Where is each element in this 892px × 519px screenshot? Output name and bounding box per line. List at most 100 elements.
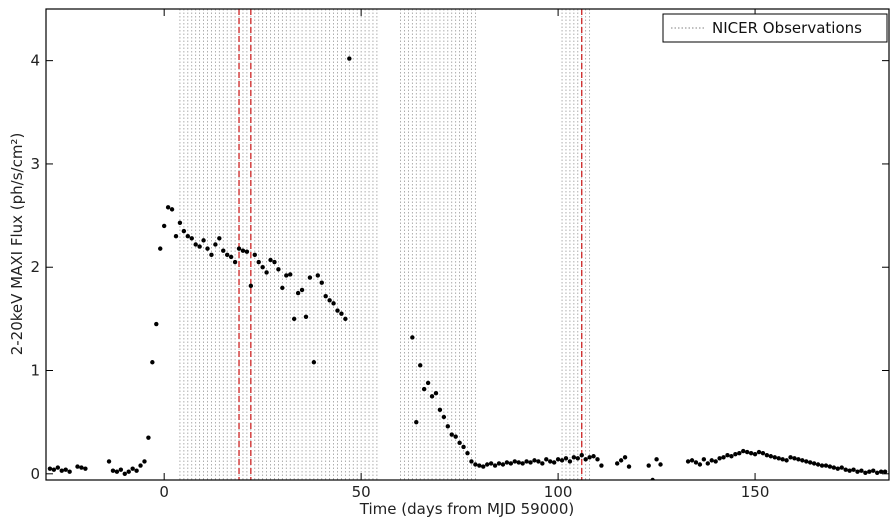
flux-point xyxy=(315,273,321,278)
flux-point xyxy=(445,424,451,429)
flux-point xyxy=(225,252,230,258)
flux-point xyxy=(819,463,825,468)
flux-point xyxy=(563,456,569,461)
legend-nicer-label: NICER Observations xyxy=(712,19,862,37)
flux-point xyxy=(449,432,454,437)
flux-point xyxy=(796,457,801,462)
flux-point xyxy=(209,252,214,258)
flux-point xyxy=(67,469,72,474)
flux-point xyxy=(311,360,317,365)
flux-points xyxy=(47,56,888,480)
flux-point xyxy=(343,316,348,322)
x-tick-label: 100 xyxy=(544,483,573,501)
flux-point xyxy=(851,467,856,472)
flux-point xyxy=(618,458,624,463)
flux-point xyxy=(551,460,557,465)
flux-point xyxy=(827,464,833,469)
flux-point xyxy=(741,448,746,454)
flux-point xyxy=(823,463,829,468)
flux-point xyxy=(804,459,809,464)
flux-point xyxy=(59,468,64,473)
flux-point xyxy=(555,457,561,462)
flux-point xyxy=(524,459,529,464)
flux-point xyxy=(685,459,691,464)
flux-point xyxy=(839,465,844,470)
flux-point xyxy=(158,246,163,251)
flux-point xyxy=(697,462,703,467)
flux-point xyxy=(764,453,770,458)
flux-point xyxy=(469,459,474,464)
flux-point xyxy=(418,363,423,368)
flux-point xyxy=(559,458,565,463)
flux-point xyxy=(205,246,210,251)
flux-point xyxy=(481,464,486,469)
flux-point xyxy=(165,205,171,210)
flux-point xyxy=(130,466,135,471)
flux-point xyxy=(457,440,462,446)
flux-point xyxy=(863,470,868,475)
flux-point xyxy=(122,471,127,477)
flux-point xyxy=(441,414,447,420)
flux-point xyxy=(75,464,80,469)
flux-point xyxy=(55,465,61,470)
flux-point xyxy=(268,257,273,263)
y-tick-label: 4 xyxy=(30,52,40,70)
x-axis-label: Time (days from MJD 59000) xyxy=(359,500,574,518)
flux-point xyxy=(319,280,324,285)
flux-point xyxy=(197,244,202,249)
flux-point xyxy=(221,248,226,253)
flux-point xyxy=(540,461,545,466)
flux-point xyxy=(142,459,147,464)
flux-point xyxy=(859,468,864,473)
flux-point xyxy=(646,463,651,468)
flux-point xyxy=(855,469,860,474)
nicer-observation-lines xyxy=(179,9,591,480)
flux-point xyxy=(772,455,777,460)
flux-point xyxy=(500,462,506,467)
flux-point xyxy=(784,458,789,463)
flux-point xyxy=(83,466,88,471)
flux-point xyxy=(303,314,309,320)
flux-point xyxy=(780,457,785,462)
flux-point xyxy=(264,270,269,275)
y-tick-label: 2 xyxy=(30,258,40,276)
flux-point xyxy=(232,259,238,265)
flux-point xyxy=(512,459,517,464)
flux-point xyxy=(161,223,167,229)
flux-point xyxy=(847,468,852,473)
x-tick-label: 50 xyxy=(352,483,371,501)
flux-point xyxy=(114,469,120,474)
flux-point xyxy=(185,234,191,239)
flux-point xyxy=(756,449,762,455)
flux-point xyxy=(808,460,813,465)
flux-point xyxy=(414,419,419,425)
flux-point xyxy=(134,468,139,473)
flux-point xyxy=(236,246,242,251)
flux-point xyxy=(843,467,848,472)
flux-point xyxy=(544,457,549,462)
flux-point xyxy=(240,248,246,253)
flux-point xyxy=(323,293,328,299)
flux-point xyxy=(193,242,198,247)
flux-point xyxy=(169,207,175,212)
flux-point xyxy=(591,454,596,459)
flux-point xyxy=(181,228,187,234)
flux-point xyxy=(713,459,718,464)
flux-point xyxy=(811,461,817,466)
flux-point xyxy=(508,461,514,466)
flux-point xyxy=(477,463,482,468)
flux-point xyxy=(410,335,415,340)
flux-point xyxy=(189,236,194,241)
flux-point xyxy=(150,360,155,365)
flux-point xyxy=(874,470,880,475)
flux-point xyxy=(579,453,584,458)
flux-point xyxy=(484,462,490,467)
flux-point xyxy=(768,454,774,459)
flux-point xyxy=(536,459,541,464)
flux-point xyxy=(429,394,435,399)
flux-point xyxy=(79,465,84,470)
flux-point xyxy=(788,455,793,460)
flux-point xyxy=(504,460,510,465)
flux-point xyxy=(496,461,502,466)
flux-point xyxy=(488,461,494,466)
